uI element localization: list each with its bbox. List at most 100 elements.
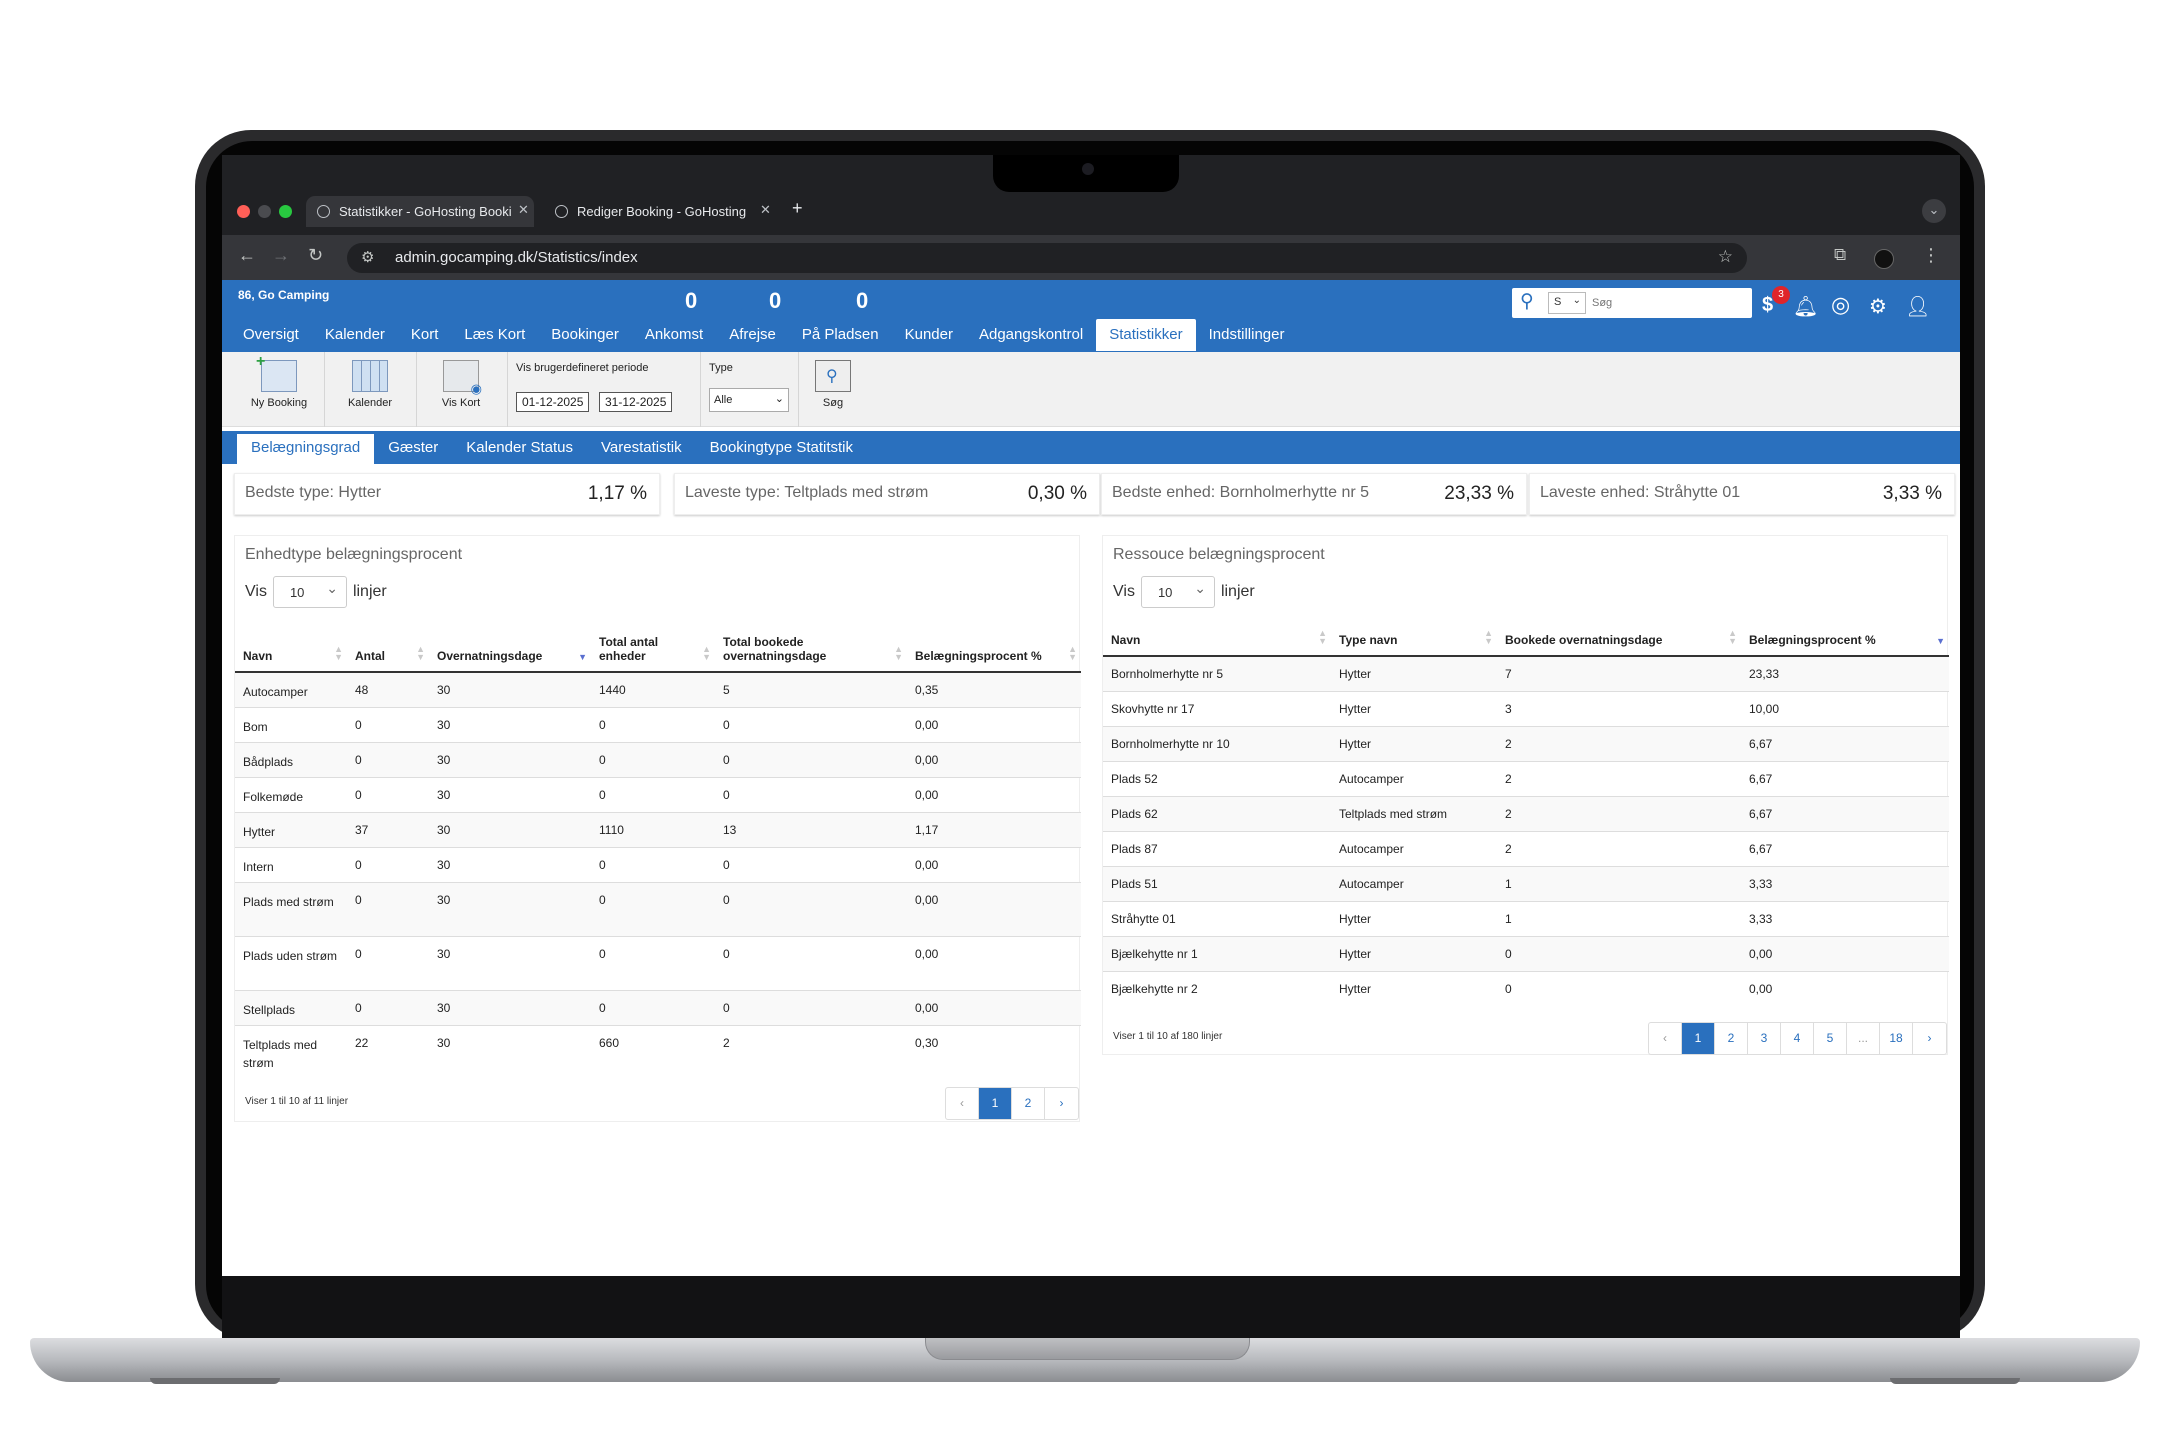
- column-header[interactable]: Navn ▲ ▼: [235, 624, 347, 673]
- table-cell: Autocamper: [1331, 865, 1497, 901]
- page-button[interactable]: 1: [979, 1088, 1012, 1119]
- search-input[interactable]: [1592, 292, 1742, 314]
- browser-tab-rediger-booking[interactable]: Rediger Booking - GoHosting: [544, 196, 760, 227]
- subtab-bookingtype-statistik[interactable]: Bookingtype Statitstik: [709, 439, 854, 456]
- nav-ankomst[interactable]: Ankomst: [644, 326, 704, 343]
- subtab-varestatistik[interactable]: Varestatistik: [601, 439, 682, 456]
- column-header[interactable]: Antal ▲ ▼: [347, 624, 429, 673]
- nav-kalender[interactable]: Kalender: [324, 326, 385, 343]
- page-button[interactable]: 1: [1682, 1023, 1715, 1054]
- profile-avatar[interactable]: [1874, 249, 1894, 269]
- table-cell: 0: [591, 706, 715, 742]
- ny-booking-button[interactable]: + Ny Booking: [234, 353, 324, 409]
- nav-laes-kort[interactable]: Læs Kort: [464, 326, 526, 343]
- laptop-chin: [222, 1276, 1960, 1338]
- page-button[interactable]: 4: [1781, 1023, 1814, 1054]
- search-document-icon: ⚲: [815, 360, 851, 392]
- summary-card-lowest-type: Laveste type: Teltplads med strøm 0,30 %: [674, 473, 1100, 515]
- nav-statistikker[interactable]: Statistikker: [1096, 319, 1196, 351]
- table-row: Hytter 37 30 1110 13 1,17: [235, 811, 1081, 847]
- next-page-button[interactable]: ›: [1927, 1031, 1932, 1045]
- table-cell: 2: [715, 1024, 907, 1079]
- table-cell: Hytter: [1331, 690, 1497, 726]
- tab-search-icon[interactable]: ⌄: [1922, 199, 1946, 223]
- table-row: Folkemøde 0 30 0 0 0,00: [235, 776, 1081, 812]
- date-from-input[interactable]: 01-12-2025: [516, 392, 590, 412]
- vis-kort-button[interactable]: ◉ Vis Kort: [416, 360, 506, 409]
- column-header[interactable]: Navn ▲ ▼: [1103, 624, 1331, 657]
- bookmark-star-icon[interactable]: ☆: [1717, 247, 1733, 266]
- page-size-select[interactable]: 10: [272, 576, 347, 608]
- nav-bookinger[interactable]: Bookinger: [551, 326, 619, 343]
- maximize-window-icon[interactable]: [279, 205, 292, 218]
- table-cell: Bjælkehytte nr 2: [1103, 970, 1331, 1006]
- nav-kunder[interactable]: Kunder: [904, 326, 953, 343]
- new-tab-icon[interactable]: +: [792, 198, 803, 218]
- date-to-input[interactable]: 31-12-2025: [599, 392, 673, 412]
- close-tab-icon[interactable]: ✕: [760, 202, 771, 217]
- table-cell: 2: [1497, 795, 1741, 831]
- page-button[interactable]: 2: [1012, 1088, 1045, 1119]
- column-header[interactable]: Belægningsprocent % ▲ ▼: [907, 624, 1081, 673]
- next-page-button[interactable]: ›: [1059, 1096, 1064, 1110]
- table-cell: 3,33: [1741, 900, 1949, 936]
- kalender-button[interactable]: Kalender: [325, 360, 415, 409]
- page-size-select[interactable]: 10: [1140, 576, 1215, 608]
- page-button[interactable]: 3: [1748, 1023, 1781, 1054]
- nav-adgangskontrol[interactable]: Adgangskontrol: [978, 326, 1084, 343]
- ribbon-divider: [324, 352, 325, 427]
- search-scope-select[interactable]: S ⌄: [1548, 292, 1586, 314]
- table-cell: 37: [347, 811, 429, 847]
- kalender-label: Kalender: [347, 397, 393, 409]
- search-icon[interactable]: ⚲: [1520, 291, 1534, 312]
- column-header[interactable]: Bookede overnatningsdage ▲ ▼: [1497, 624, 1741, 657]
- browser-menu-icon[interactable]: ⋮: [1922, 245, 1940, 265]
- user-icon[interactable]: 👤︎: [1905, 296, 1931, 318]
- table-cell: 0: [1497, 935, 1741, 971]
- page-button[interactable]: 2: [1715, 1023, 1748, 1054]
- table-cell: Folkemøde: [235, 776, 347, 812]
- subtab-belaegningsgrad[interactable]: Belægningsgrad: [237, 434, 375, 464]
- forward-icon[interactable]: →: [272, 245, 290, 265]
- nav-indstillinger[interactable]: Indstillinger: [1208, 326, 1285, 343]
- browser-tab-statistikker[interactable]: Statistikker - GoHosting Booki: [306, 196, 534, 227]
- bell-icon[interactable]: 🔔︎: [1793, 296, 1819, 318]
- help-lifebuoy-icon[interactable]: ◎: [1831, 292, 1851, 317]
- extensions-icon[interactable]: ⧉: [1834, 245, 1847, 264]
- close-window-icon[interactable]: [237, 205, 250, 218]
- calendar-grid-icon: [352, 360, 388, 392]
- back-icon[interactable]: ←: [238, 245, 256, 265]
- subtab-gaester[interactable]: Gæster: [388, 439, 439, 456]
- laptop-opening-slot: [925, 1338, 1250, 1360]
- column-header[interactable]: Total bookede overnatningsdage ▲ ▼: [715, 624, 907, 673]
- page-button[interactable]: 18: [1880, 1023, 1913, 1054]
- nav-oversigt[interactable]: Oversigt: [243, 326, 299, 343]
- previous-page-button[interactable]: ‹: [1649, 1023, 1682, 1054]
- page-button[interactable]: 5: [1814, 1023, 1847, 1054]
- column-header[interactable]: Total antal enheder ▲ ▼: [591, 624, 715, 673]
- nav-afrejse[interactable]: Afrejse: [729, 326, 776, 343]
- previous-page-button[interactable]: ‹: [946, 1088, 979, 1119]
- table-row: Plads med strøm 0 30 0 0 0,00: [235, 881, 1081, 936]
- reload-icon[interactable]: ↻: [308, 245, 324, 265]
- camera-icon: [1082, 163, 1094, 175]
- site-info-icon[interactable]: ⚙: [361, 249, 375, 266]
- subtab-kalender-status[interactable]: Kalender Status: [466, 439, 574, 456]
- type-select[interactable]: Alle ⌄: [709, 388, 789, 412]
- table-row: Plads uden strøm 0 30 0 0 0,00: [235, 935, 1081, 990]
- close-tab-icon[interactable]: ✕: [518, 202, 529, 217]
- table-cell: 0: [715, 989, 907, 1025]
- table-cell: 0,00: [907, 881, 1081, 936]
- search-button[interactable]: ⚲ Søg: [805, 360, 861, 409]
- column-header[interactable]: Overnatningsdage ▼: [429, 624, 591, 673]
- gear-icon[interactable]: ⚙: [1869, 296, 1887, 318]
- dollar-icon[interactable]: $: [1762, 294, 1774, 316]
- column-header[interactable]: Belægningsprocent % ▼: [1741, 624, 1949, 657]
- table-cell: 6,67: [1741, 760, 1949, 796]
- minimize-window-icon[interactable]: [258, 205, 271, 218]
- table-row: Plads 62 Teltplads med strøm 2 6,67: [1103, 795, 1949, 831]
- column-header[interactable]: Type navn ▲ ▼: [1331, 624, 1497, 657]
- nav-kort[interactable]: Kort: [410, 326, 439, 343]
- nav-paa-pladsen[interactable]: På Pladsen: [801, 326, 879, 343]
- address-bar[interactable]: ⚙ admin.gocamping.dk/Statistics/index ☆: [347, 243, 1747, 273]
